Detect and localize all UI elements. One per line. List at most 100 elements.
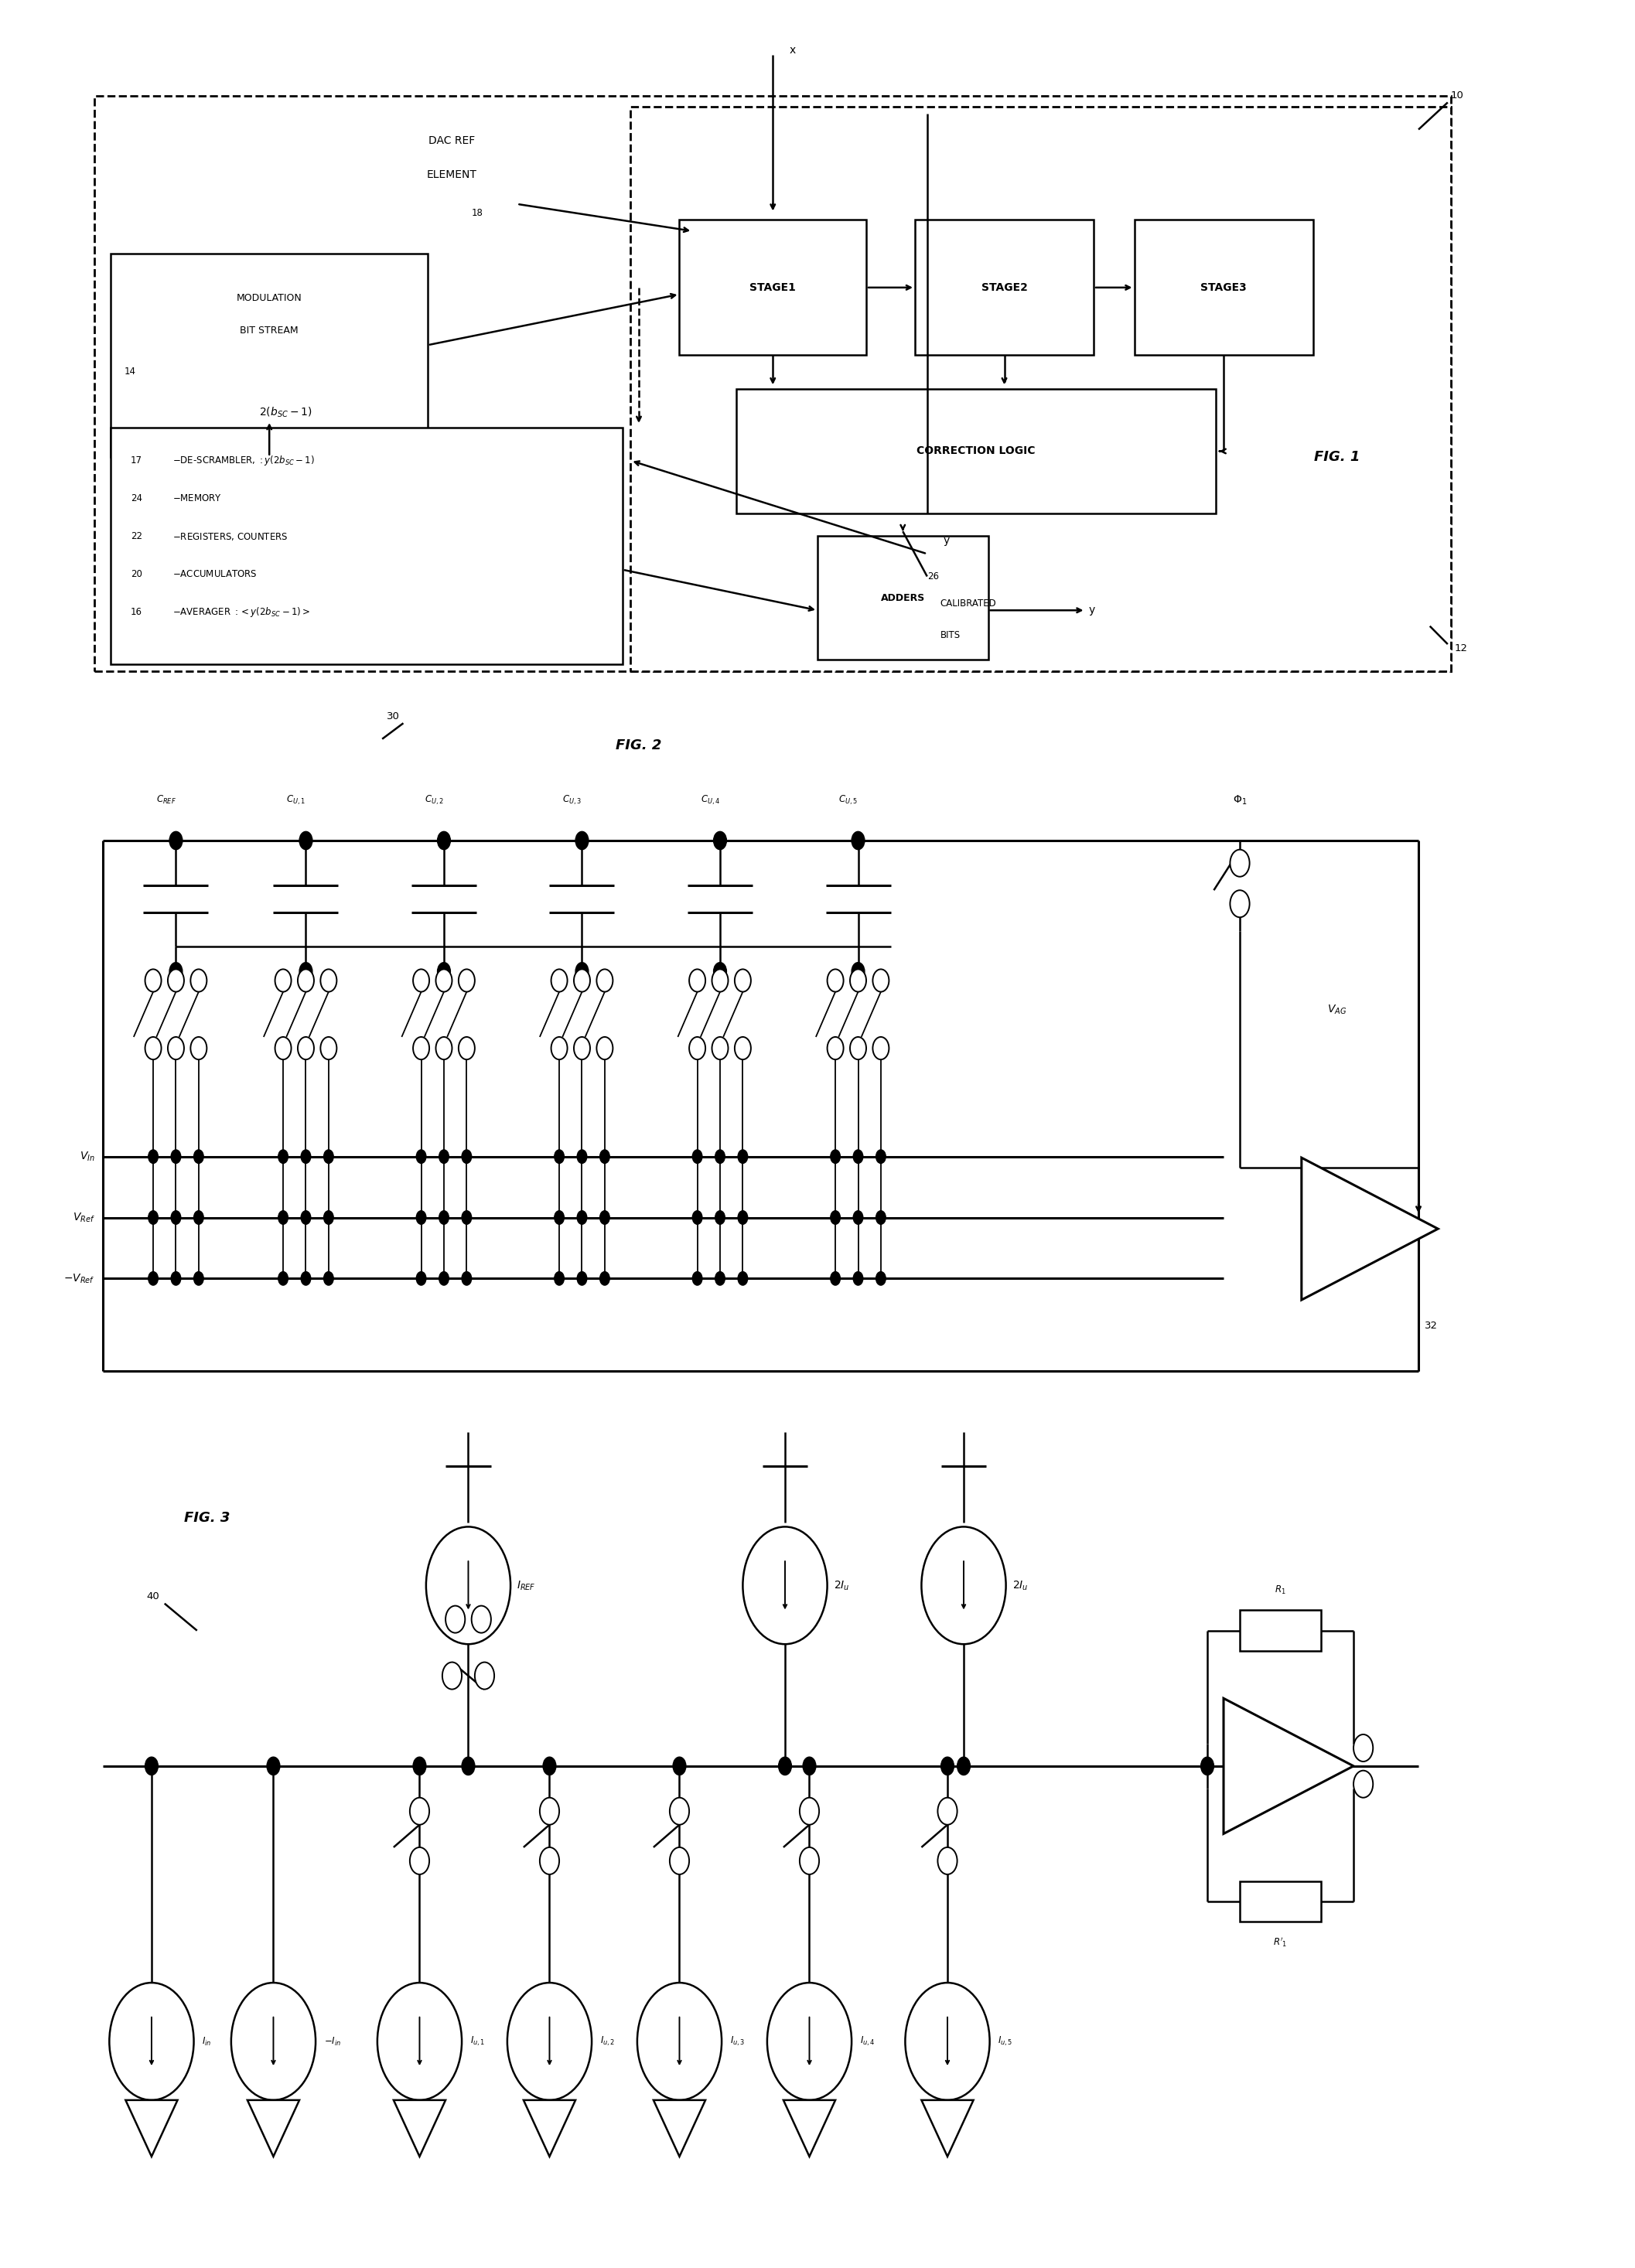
Circle shape xyxy=(873,1036,889,1059)
Text: $2I_u$: $2I_u$ xyxy=(834,1579,850,1592)
Circle shape xyxy=(440,1272,448,1286)
Text: ADDERS: ADDERS xyxy=(881,592,925,603)
Circle shape xyxy=(876,1272,886,1286)
Circle shape xyxy=(446,1606,464,1633)
Text: $I_{u,2}$: $I_{u,2}$ xyxy=(600,2034,615,2048)
Circle shape xyxy=(597,968,613,991)
Text: $I_{u,1}$: $I_{u,1}$ xyxy=(469,2034,486,2048)
Text: $I_{in}$: $I_{in}$ xyxy=(201,2037,211,2048)
Circle shape xyxy=(737,1211,747,1225)
Bar xyxy=(1135,220,1313,356)
Circle shape xyxy=(831,1150,840,1163)
Polygon shape xyxy=(654,2100,705,2157)
Text: $C_{U,3}$: $C_{U,3}$ xyxy=(562,794,582,805)
Text: 30: 30 xyxy=(387,712,401,721)
Text: −: − xyxy=(1334,1252,1344,1266)
Bar xyxy=(111,254,428,456)
Circle shape xyxy=(437,1036,451,1059)
Text: 24: 24 xyxy=(131,494,142,503)
Bar xyxy=(916,220,1094,356)
Circle shape xyxy=(458,1036,474,1059)
Polygon shape xyxy=(394,2100,446,2157)
Circle shape xyxy=(554,1150,564,1163)
Circle shape xyxy=(906,1982,989,2100)
Text: +: + xyxy=(1334,1193,1344,1204)
Text: $C_{U,1}$: $C_{U,1}$ xyxy=(286,794,306,805)
Circle shape xyxy=(554,1211,564,1225)
Circle shape xyxy=(850,1036,867,1059)
Circle shape xyxy=(168,1036,185,1059)
Circle shape xyxy=(831,1272,840,1286)
Circle shape xyxy=(873,968,889,991)
Circle shape xyxy=(301,1272,311,1286)
Bar xyxy=(95,95,1450,671)
Circle shape xyxy=(1200,1758,1213,1776)
Circle shape xyxy=(417,1272,427,1286)
Circle shape xyxy=(853,1272,863,1286)
Text: $I_{REF}$: $I_{REF}$ xyxy=(517,1579,536,1592)
Circle shape xyxy=(170,962,183,980)
Circle shape xyxy=(742,1526,827,1644)
Circle shape xyxy=(324,1272,334,1286)
Text: $2(b_{SC}-1)$: $2(b_{SC}-1)$ xyxy=(258,406,312,420)
Circle shape xyxy=(670,1799,690,1826)
Circle shape xyxy=(299,832,312,850)
Circle shape xyxy=(427,1526,510,1644)
Circle shape xyxy=(1354,1735,1373,1762)
Circle shape xyxy=(324,1150,334,1163)
Text: $-$AVERAGER $:<y(2b_{SC}-1)>$: $-$AVERAGER $:<y(2b_{SC}-1)>$ xyxy=(173,606,311,619)
Circle shape xyxy=(767,1982,852,2100)
Circle shape xyxy=(737,1272,747,1286)
Circle shape xyxy=(231,1982,316,2100)
Circle shape xyxy=(410,1799,430,1826)
Circle shape xyxy=(942,1758,953,1776)
Circle shape xyxy=(378,1982,461,2100)
Circle shape xyxy=(576,832,589,850)
Polygon shape xyxy=(247,2100,299,2157)
Text: DAC REF: DAC REF xyxy=(428,136,476,145)
Text: $-$ACCUMULATORS: $-$ACCUMULATORS xyxy=(173,569,257,578)
Text: $C_{U,4}$: $C_{U,4}$ xyxy=(700,794,719,805)
Circle shape xyxy=(461,1272,471,1286)
Circle shape xyxy=(149,1150,159,1163)
Circle shape xyxy=(410,1848,430,1873)
Polygon shape xyxy=(126,2100,178,2157)
Circle shape xyxy=(600,1150,610,1163)
Circle shape xyxy=(690,1036,705,1059)
Circle shape xyxy=(922,1526,1006,1644)
Circle shape xyxy=(195,1272,203,1286)
Text: 40: 40 xyxy=(147,1592,160,1601)
Bar xyxy=(631,107,1450,671)
Bar xyxy=(1239,1880,1321,1921)
Circle shape xyxy=(1230,850,1249,878)
Text: 10: 10 xyxy=(1450,91,1463,100)
Circle shape xyxy=(1354,1771,1373,1799)
Bar xyxy=(111,426,623,665)
Circle shape xyxy=(146,968,162,991)
Text: $\Phi_1$: $\Phi_1$ xyxy=(1233,794,1248,805)
Circle shape xyxy=(461,1758,474,1776)
Circle shape xyxy=(734,968,750,991)
Circle shape xyxy=(320,968,337,991)
Circle shape xyxy=(800,1799,819,1826)
Circle shape xyxy=(876,1150,886,1163)
Circle shape xyxy=(172,1150,181,1163)
Circle shape xyxy=(461,1150,471,1163)
Circle shape xyxy=(734,1036,750,1059)
Text: 17: 17 xyxy=(131,456,142,465)
Circle shape xyxy=(850,968,867,991)
Circle shape xyxy=(507,1982,592,2100)
Circle shape xyxy=(170,832,183,850)
Circle shape xyxy=(670,1848,690,1873)
Circle shape xyxy=(191,968,206,991)
Text: 14: 14 xyxy=(124,367,136,376)
Circle shape xyxy=(149,1272,159,1286)
Text: FIG. 2: FIG. 2 xyxy=(616,739,662,753)
Text: y: y xyxy=(1089,606,1095,615)
Circle shape xyxy=(474,1662,494,1690)
Text: $I_{u,4}$: $I_{u,4}$ xyxy=(860,2034,875,2048)
Circle shape xyxy=(803,1758,816,1776)
Text: $V_{AG}$: $V_{AG}$ xyxy=(1328,1002,1347,1016)
Circle shape xyxy=(693,1150,701,1163)
Circle shape xyxy=(278,1272,288,1286)
